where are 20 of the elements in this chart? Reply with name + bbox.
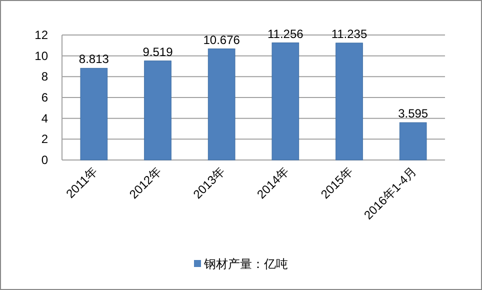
y-tick-label: 8: [41, 70, 48, 84]
y-tick-label: 4: [41, 111, 48, 126]
data-label: 3.595: [398, 106, 428, 121]
data-label: 11.256: [268, 26, 304, 41]
y-tick-label: 10: [34, 48, 48, 63]
bar: [144, 60, 172, 160]
data-label: 10.676: [203, 32, 240, 47]
bar: [272, 42, 300, 160]
bar: [399, 122, 427, 160]
y-tick-label: 2: [41, 132, 48, 146]
data-label: 8.813: [78, 52, 110, 66]
bar: [208, 48, 236, 160]
bar: [80, 68, 108, 160]
data-label: 11.235: [331, 26, 368, 41]
y-tick-label: 0: [41, 153, 48, 167]
data-label: 9.519: [142, 44, 174, 59]
y-tick-label: 6: [41, 90, 48, 104]
y-tick-label: 12: [34, 28, 48, 42]
legend-label: 钢材产量：亿吨: [203, 257, 288, 271]
bar: [336, 42, 363, 160]
